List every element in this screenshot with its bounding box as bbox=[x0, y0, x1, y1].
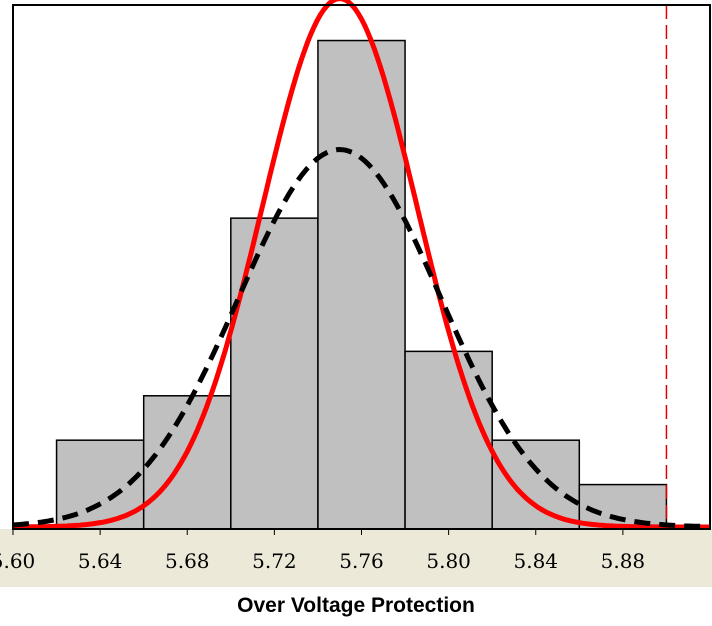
x-tick-label: 5.60 bbox=[0, 549, 35, 573]
histogram-bar-2 bbox=[142, 395, 232, 530]
bars-layer bbox=[55, 39, 668, 530]
x-tick-label: 5.80 bbox=[426, 549, 471, 573]
overall-fit-curve bbox=[12, 147, 710, 529]
x-axis-band bbox=[0, 529, 712, 587]
x-tick-label: 5.72 bbox=[252, 549, 297, 573]
x-tick-label: 5.64 bbox=[78, 549, 123, 573]
chart-title: Over Voltage Protection bbox=[237, 594, 475, 617]
histogram-bar-6 bbox=[491, 439, 581, 530]
x-tick-label: 5.76 bbox=[339, 549, 384, 573]
x-tick-label: 5.88 bbox=[601, 549, 646, 573]
histogram-bar-3 bbox=[230, 217, 319, 530]
curves-layer bbox=[12, 0, 710, 530]
x-tick-label: 5.68 bbox=[165, 549, 210, 573]
within-fit-curve bbox=[13, 0, 710, 530]
x-ticks-layer: 5.60 5.64 5.68 5.72 5.76 5.80 5.84 5.88 bbox=[0, 529, 645, 573]
x-tick-label: 5.84 bbox=[513, 549, 558, 573]
